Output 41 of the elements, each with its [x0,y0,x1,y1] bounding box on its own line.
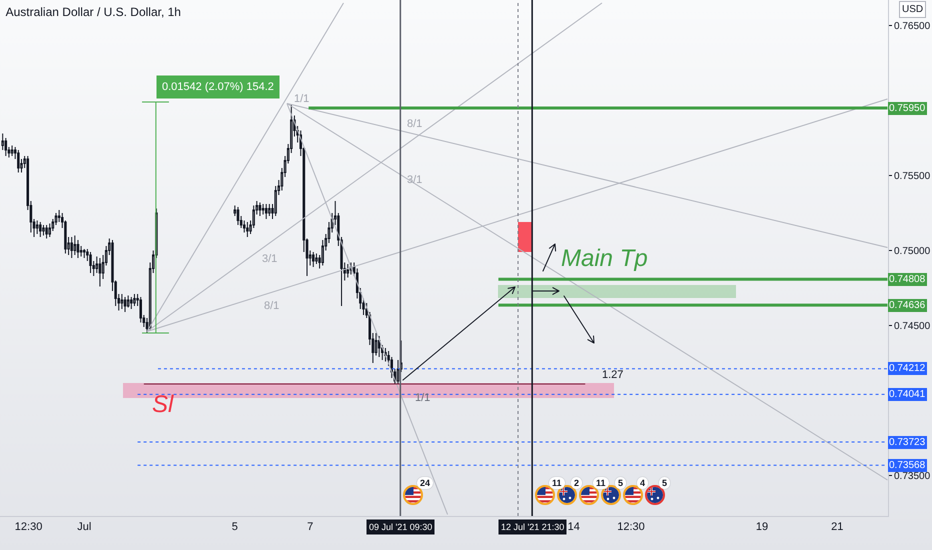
annotation: Main Tp [561,245,648,272]
x-tick-label: Jul [77,521,92,534]
y-tick-label: 0.75500 [894,171,931,182]
annotation: 11 [593,477,609,489]
annotation: 4 [637,477,648,489]
y-tick-label: 0.74500 [894,321,931,332]
text: Australian Dollar / U.S. Dollar, 1h [6,5,181,20]
annotation: 3/1 [407,174,422,186]
data-label: 0.74808 [889,274,926,285]
annotation: 5 [615,477,626,489]
x-tick-label: 19 [756,521,768,534]
annotation: 2 [571,477,582,489]
annotation: 1/1 [294,93,310,105]
annotation: 5 [659,477,670,489]
y-tick-label: 0.76500 [894,21,931,32]
x-tick-label: 12:30 [14,521,42,534]
y-tick-label: 0.73500 [894,471,931,482]
annotation: 8/1 [407,118,422,130]
y-tick-label: 0.75000 [894,246,931,257]
ref-line-label: 12 Jul '21 21:30 [501,522,564,532]
annotation: Sl [152,391,174,418]
annotation: 0.01542 (2.07%) 154.2 [162,81,274,93]
annotation: 1/1 [415,392,430,404]
data-label: 0.74041 [889,389,926,400]
x-tick-label: 14 [568,521,580,534]
annotation: 8/1 [264,300,280,312]
annotation: 3/1 [262,253,278,265]
data-label: 0.73568 [889,460,926,471]
annotation: 24 [417,477,434,489]
x-tick-label: 21 [831,521,844,534]
ref-line-label: 09 Jul '21 09:30 [369,522,432,532]
y-axis-title: USD [902,4,924,15]
data-label: 0.75950 [889,103,926,114]
x-tick-label: 12:30 [617,521,645,534]
annotation: 11 [549,477,565,489]
annotation: 1.27 [602,369,624,381]
x-tick-label: 5 [232,521,238,534]
data-label: 0.73723 [889,437,926,448]
data-label: 0.74212 [889,363,926,374]
data-label: 0.74636 [889,300,926,311]
x-tick-label: 7 [307,521,314,534]
